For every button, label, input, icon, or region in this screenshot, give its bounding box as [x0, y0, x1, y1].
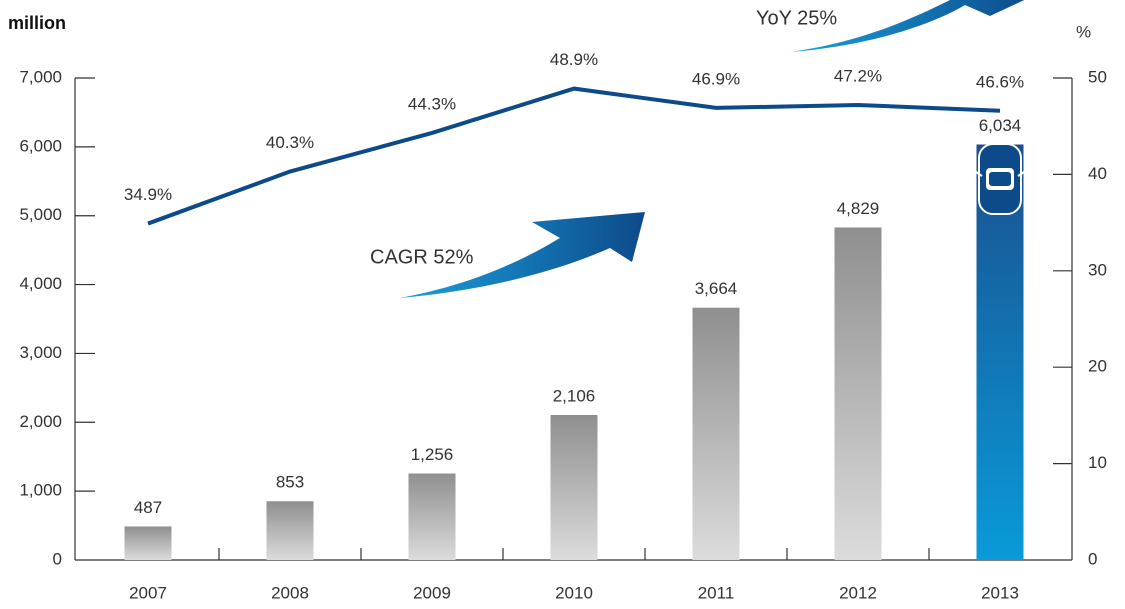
annotation: CAGR 52% [370, 246, 474, 268]
bar [408, 473, 456, 560]
car-icon [975, 143, 1025, 215]
bar-value-label: 6,034 [979, 116, 1022, 135]
line-value-label: 47.2% [834, 66, 882, 85]
line-value-label: 46.9% [692, 69, 740, 88]
y2-tick-label: 0 [1088, 549, 1097, 568]
yoy-arrow [790, 0, 1025, 52]
x-tick-label: 2007 [129, 583, 167, 602]
bar [834, 227, 882, 560]
y2-tick-label: 30 [1088, 260, 1107, 279]
x-tick-label: 2009 [413, 583, 451, 602]
line-value-label: 40.3% [266, 133, 314, 152]
bar [692, 307, 740, 560]
y-tick-label: 6,000 [19, 136, 62, 155]
y2-axis-label: % [1076, 22, 1091, 41]
line-value-label: 48.9% [550, 50, 598, 69]
y2-tick-label: 20 [1088, 357, 1107, 376]
y-tick-label: 7,000 [19, 67, 62, 86]
bar-value-label: 4,829 [837, 199, 880, 218]
line-value-label: 34.9% [124, 185, 172, 204]
bar [124, 526, 172, 560]
bar-value-label: 487 [134, 498, 162, 517]
bar-value-label: 3,664 [695, 279, 738, 298]
y-tick-label: 3,000 [19, 343, 62, 362]
y2-tick-label: 50 [1088, 67, 1107, 86]
bar-value-label: 2,106 [553, 386, 596, 405]
y-tick-label: 4,000 [19, 274, 62, 293]
y-tick-label: 0 [53, 549, 62, 568]
y-tick-label: 1,000 [19, 481, 62, 500]
x-tick-label: 2008 [271, 583, 309, 602]
y-tick-label: 5,000 [19, 205, 62, 224]
bar [550, 414, 598, 560]
cagr-arrow [400, 212, 645, 298]
line [147, 86, 1001, 226]
x-tick-label: 2012 [839, 583, 877, 602]
y-axis-label: million [8, 13, 66, 33]
bar-value-label: 1,256 [411, 445, 454, 464]
line-value-label: 44.3% [408, 94, 456, 113]
x-tick-label: 2010 [555, 583, 593, 602]
x-tick-label: 2013 [981, 583, 1019, 602]
bar [266, 501, 314, 560]
bar-value-label: 853 [276, 473, 304, 492]
x-tick-label: 2011 [698, 583, 735, 602]
y2-tick-label: 10 [1088, 453, 1107, 472]
line-value-label: 46.6% [976, 72, 1024, 91]
y-tick-label: 2,000 [19, 412, 62, 431]
annotation: YoY 25% [756, 7, 837, 29]
y2-tick-label: 40 [1088, 164, 1107, 183]
